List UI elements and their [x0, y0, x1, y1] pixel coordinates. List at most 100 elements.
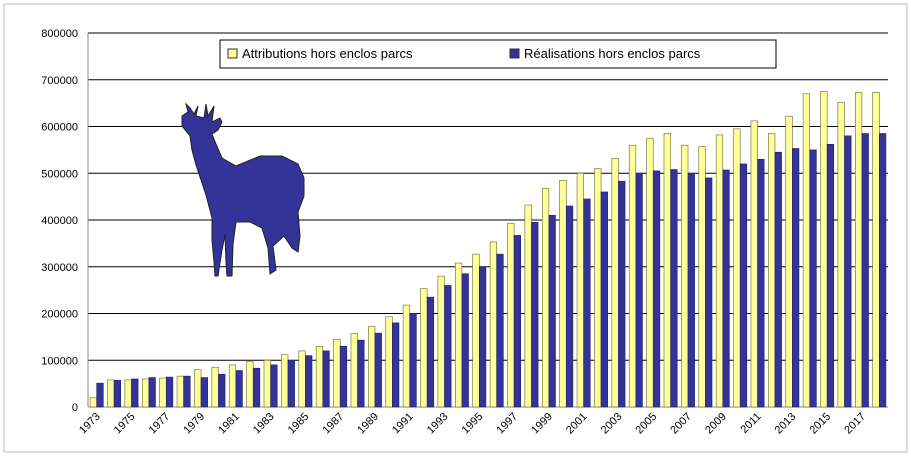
bar — [612, 158, 619, 407]
bar — [549, 215, 556, 407]
bar — [845, 136, 852, 407]
y-tick-label: 600000 — [41, 122, 78, 134]
bar — [375, 333, 382, 407]
bar — [368, 327, 375, 407]
bar — [531, 222, 538, 407]
bar — [584, 199, 591, 407]
y-tick-label: 300000 — [41, 262, 78, 274]
bar — [281, 355, 288, 407]
bar — [421, 289, 428, 407]
bar — [821, 91, 828, 407]
bar — [288, 360, 295, 407]
bar — [751, 121, 758, 407]
bar — [723, 170, 730, 407]
bar — [497, 254, 504, 407]
bar — [740, 164, 747, 407]
bar — [566, 206, 573, 407]
bar — [879, 134, 886, 407]
bar — [131, 379, 138, 407]
bar — [97, 383, 104, 407]
bar — [734, 129, 741, 407]
bar — [618, 181, 625, 407]
legend-swatch — [228, 49, 237, 58]
bar — [758, 159, 765, 407]
bar — [184, 376, 191, 407]
bar — [386, 317, 393, 407]
bar — [253, 368, 260, 407]
bar — [445, 285, 452, 407]
bar — [490, 242, 497, 407]
bar — [629, 145, 636, 407]
bar — [594, 169, 601, 407]
bar — [392, 323, 399, 407]
bar — [236, 371, 243, 407]
bar — [142, 379, 149, 407]
bar — [166, 377, 173, 407]
bar — [514, 235, 521, 407]
bar — [577, 173, 584, 407]
bar — [560, 180, 567, 407]
bar — [334, 339, 341, 407]
bar — [90, 398, 97, 407]
bar — [855, 92, 862, 407]
bar — [786, 116, 793, 407]
y-tick-label: 200000 — [41, 309, 78, 321]
bar — [194, 370, 201, 407]
bar — [351, 334, 358, 407]
bar — [358, 340, 365, 407]
bar — [403, 305, 410, 407]
legend-swatch — [510, 49, 519, 58]
bar — [525, 205, 532, 407]
bar — [160, 378, 167, 407]
bar — [455, 263, 462, 407]
bar — [305, 356, 312, 407]
bar — [229, 365, 236, 407]
bar — [838, 102, 845, 407]
bar — [462, 274, 469, 407]
bar — [705, 178, 712, 407]
bar — [427, 297, 434, 407]
bar — [479, 267, 486, 407]
chart: 0 100000 200000 300000 400000 500000 600000 700… — [0, 0, 911, 456]
bar — [201, 378, 208, 407]
bar — [671, 170, 678, 407]
bar — [716, 135, 723, 407]
bar — [810, 150, 817, 407]
bar — [647, 138, 654, 407]
bar — [688, 173, 695, 407]
bar — [473, 254, 480, 407]
bar — [149, 378, 156, 407]
bar — [507, 223, 514, 407]
y-tick-label: 500000 — [41, 168, 78, 180]
bar — [768, 134, 775, 407]
bar — [862, 134, 869, 407]
bar — [410, 314, 417, 408]
bar — [438, 276, 445, 407]
bar — [873, 92, 880, 407]
bar — [177, 376, 184, 407]
bar — [299, 351, 306, 407]
bar — [212, 367, 219, 407]
y-tick-label: 0 — [72, 402, 78, 414]
bar — [636, 173, 643, 407]
y-tick-label: 700000 — [41, 75, 78, 87]
legend: Attributions hors enclos parcs Réalisatio… — [220, 40, 776, 68]
legend-label: Attributions hors enclos parcs — [242, 46, 413, 61]
legend-label: Réalisations hors enclos parcs — [524, 46, 701, 61]
bar — [125, 380, 132, 407]
bar — [699, 147, 706, 407]
bar — [114, 380, 121, 407]
bar — [601, 192, 608, 407]
bar — [340, 346, 347, 407]
bar — [803, 94, 810, 407]
bar — [792, 148, 799, 407]
bar — [218, 374, 225, 407]
bar — [264, 360, 271, 407]
y-tick-label: 100000 — [41, 355, 78, 367]
bar — [107, 380, 114, 407]
bar — [664, 134, 671, 407]
bar — [542, 188, 549, 407]
bar — [271, 365, 278, 407]
bar — [316, 346, 323, 407]
y-tick-label: 400000 — [41, 215, 78, 227]
